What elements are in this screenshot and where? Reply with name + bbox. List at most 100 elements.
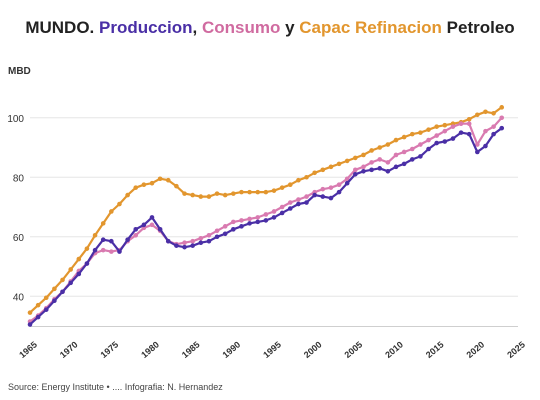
- data-point-produccion-1975: [109, 238, 114, 244]
- data-point-produccion-2012: [409, 157, 415, 162]
- data-point-capacidad-1994: [263, 189, 269, 195]
- data-point-produccion-2011: [401, 161, 407, 167]
- x-tick-label-1975: 1975: [99, 339, 121, 360]
- data-point-capacidad-1969: [60, 277, 65, 283]
- data-point-produccion-1989: [222, 231, 228, 237]
- data-point-capacidad-2009: [385, 142, 391, 147]
- data-point-produccion-1966: [35, 314, 41, 320]
- data-point-produccion-1984: [182, 244, 187, 250]
- data-point-consumo-2017: [450, 124, 456, 129]
- data-point-consumo-2007: [369, 160, 374, 165]
- source-footer: Source: Energy Institute • .... Infograf…: [8, 382, 223, 392]
- data-point-consumo-1988: [214, 228, 220, 234]
- data-point-produccion-2016: [442, 139, 448, 144]
- data-point-consumo-1987: [206, 232, 212, 238]
- data-point-capacidad-1999: [304, 174, 309, 180]
- data-point-produccion-2008: [377, 166, 383, 171]
- data-point-produccion-1970: [68, 280, 73, 286]
- data-point-produccion-1969: [60, 289, 65, 295]
- data-point-capacidad-1974: [100, 221, 106, 226]
- data-point-capacidad-1997: [287, 182, 293, 187]
- data-point-consumo-2003: [336, 182, 342, 187]
- data-point-produccion-1986: [198, 240, 204, 245]
- x-tick-label-2010: 2010: [383, 339, 405, 360]
- data-point-produccion-1965: [27, 322, 33, 327]
- data-point-capacidad-2022: [491, 110, 496, 116]
- data-point-produccion-1971: [76, 271, 82, 277]
- data-point-capacidad-1979: [141, 182, 147, 187]
- data-point-capacidad-1978: [133, 185, 139, 190]
- x-tick-label-2005: 2005: [343, 339, 365, 360]
- data-point-produccion-2014: [426, 146, 431, 152]
- data-point-produccion-1996: [279, 210, 285, 216]
- data-point-produccion-1995: [271, 215, 277, 220]
- data-point-capacidad-1990: [231, 191, 236, 196]
- data-point-capacidad-1995: [271, 188, 277, 193]
- data-point-consumo-1993: [255, 215, 261, 220]
- data-point-capacidad-2006: [361, 152, 366, 158]
- data-point-produccion-1991: [239, 224, 244, 229]
- data-point-consumo-1990: [231, 219, 236, 225]
- data-point-capacidad-2010: [393, 137, 399, 143]
- data-point-capacidad-1996: [279, 185, 285, 190]
- data-point-capacidad-2003: [336, 161, 342, 167]
- data-point-produccion-2018: [458, 130, 464, 135]
- data-point-consumo-2004: [344, 176, 350, 182]
- data-point-consumo-1975: [109, 249, 114, 254]
- y-tick-label-60: 60: [13, 233, 25, 244]
- data-point-produccion-1992: [247, 221, 252, 226]
- data-point-produccion-2000: [312, 192, 317, 198]
- data-point-capacidad-1987: [206, 194, 212, 199]
- line-chart: 40 60 80 100 1965 1970 1975 1980 1985 1990 1995 200…: [7, 105, 527, 360]
- data-point-consumo-1995: [271, 209, 277, 214]
- data-point-capacidad-1992: [247, 189, 252, 195]
- title-mundo: MUNDO.: [25, 18, 99, 37]
- data-point-consumo-1997: [287, 200, 293, 205]
- data-point-produccion-2010: [393, 164, 399, 170]
- data-point-consumo-2001: [320, 186, 326, 192]
- x-tick-label-2025: 2025: [505, 339, 527, 360]
- data-point-produccion-1998: [296, 201, 301, 207]
- data-point-consumo-1996: [279, 204, 285, 210]
- data-point-consumo-1974: [100, 247, 106, 253]
- data-point-produccion-2002: [328, 195, 334, 201]
- data-point-consumo-2008: [377, 157, 383, 162]
- data-point-capacidad-1972: [84, 246, 90, 251]
- data-point-capacidad-1989: [222, 192, 228, 198]
- x-tick-label-2020: 2020: [465, 339, 487, 360]
- y-tick-label-40: 40: [13, 292, 25, 303]
- data-point-capacidad-1981: [157, 176, 163, 182]
- data-point-produccion-1997: [287, 206, 293, 211]
- data-point-produccion-2019: [466, 131, 472, 137]
- data-point-consumo-1989: [222, 224, 228, 229]
- data-point-produccion-1973: [92, 247, 98, 253]
- x-tick-label-2015: 2015: [424, 339, 446, 360]
- data-point-produccion-2009: [385, 169, 391, 174]
- data-point-consumo-1985: [190, 238, 195, 244]
- data-point-produccion-1972: [84, 261, 90, 266]
- data-point-capacidad-1970: [68, 267, 73, 272]
- data-point-consumo-1980: [149, 222, 155, 228]
- data-point-produccion-2007: [369, 167, 374, 173]
- data-point-consumo-2016: [442, 128, 448, 134]
- x-tick-label-1980: 1980: [139, 339, 161, 360]
- data-point-consumo-2013: [418, 142, 423, 147]
- data-point-produccion-1990: [231, 227, 236, 232]
- data-point-capacidad-2001: [320, 167, 326, 173]
- data-point-capacidad-1977: [125, 192, 130, 198]
- data-point-produccion-2001: [320, 194, 326, 199]
- y-tick-label-100: 100: [7, 114, 24, 125]
- data-point-consumo-1998: [296, 197, 301, 202]
- data-point-consumo-1992: [247, 216, 252, 222]
- data-point-capacidad-1993: [255, 189, 261, 195]
- data-point-produccion-2004: [344, 180, 350, 186]
- data-point-produccion-2021: [483, 143, 488, 149]
- data-point-consumo-2012: [409, 146, 415, 152]
- data-point-capacidad-1975: [109, 209, 114, 214]
- data-point-capacidad-2014: [426, 127, 431, 132]
- data-point-consumo-1986: [198, 235, 204, 241]
- data-point-capacidad-2002: [328, 164, 334, 170]
- y-axis-unit-label: MBD: [8, 66, 31, 77]
- data-point-produccion-2022: [491, 131, 496, 137]
- data-point-capacidad-1986: [198, 194, 204, 199]
